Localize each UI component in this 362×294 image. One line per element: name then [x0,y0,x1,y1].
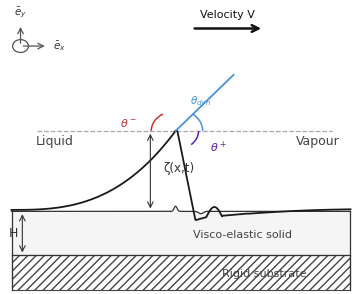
Text: H: H [9,227,18,240]
Text: Liquid: Liquid [36,135,74,148]
Text: Vapour: Vapour [296,135,340,148]
Text: $\bar{e}_x$: $\bar{e}_x$ [53,39,66,53]
Text: $\theta^-$: $\theta^-$ [120,117,137,129]
Bar [12,255,350,290]
Text: Velocity V: Velocity V [201,10,255,20]
Text: Visco-elastic solid: Visco-elastic solid [193,230,292,240]
Text: Rigid substrate: Rigid substrate [222,269,306,279]
Polygon shape [12,206,350,255]
Text: $\theta^+$: $\theta^+$ [210,139,227,155]
Text: ζ(x,t): ζ(x,t) [163,162,194,175]
Text: $\theta_{dyn}$: $\theta_{dyn}$ [190,95,211,109]
Text: $\bar{e}_y$: $\bar{e}_y$ [14,5,27,20]
